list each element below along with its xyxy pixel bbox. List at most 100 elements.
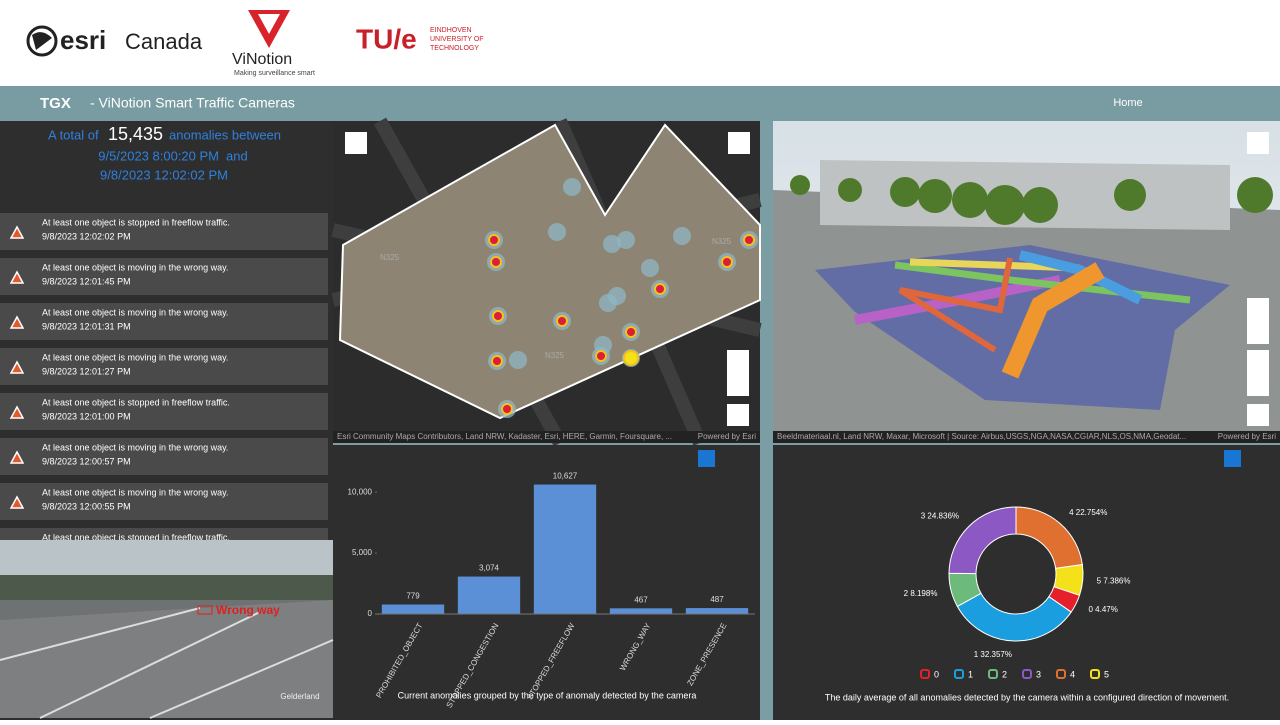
camera-alert: Wrong way [216, 603, 280, 617]
road-label: N325 [380, 253, 400, 262]
event-time: 9/8/2023 12:00:57 PM [42, 456, 131, 466]
warning-icon [9, 270, 25, 284]
warning-icon [9, 225, 25, 239]
event-text: At least one object is stopped in freefl… [42, 532, 230, 542]
zoom-buttons[interactable] [1247, 350, 1269, 396]
app-title: TGX [40, 95, 71, 112]
slice-category: 3 [921, 512, 926, 521]
event-item [0, 483, 328, 520]
heat-halo [673, 227, 691, 245]
event-text: At least one object is moving in the wro… [42, 442, 228, 452]
event-text: At least one object is stopped in freefl… [42, 397, 230, 407]
heat-halo [603, 235, 621, 253]
heat-halo [563, 178, 581, 196]
slice-value: 8.198% [910, 589, 937, 598]
y-tick-label: 5,000 [352, 548, 373, 557]
heat-halo [617, 231, 635, 249]
fullscreen-button[interactable] [728, 132, 750, 154]
camera-box [197, 605, 213, 615]
attribution: Esri Community Maps Contributors, Land N… [337, 432, 672, 441]
vinotion-mark [258, 14, 280, 34]
home-button[interactable] [1247, 404, 1269, 426]
value-label: 3,074 [479, 564, 500, 573]
filter-button[interactable] [698, 450, 715, 467]
logo-text: EINDHOVEN [430, 27, 472, 34]
legend-swatch [1090, 669, 1100, 679]
slice-value: 22.754% [1076, 508, 1108, 517]
heat-core [491, 355, 503, 367]
slice-category: 0 [1088, 605, 1093, 614]
slice-label: 1 32.357% [974, 650, 1012, 659]
legend-swatch [954, 669, 964, 679]
heat-core [721, 256, 733, 268]
legend-swatch [920, 669, 930, 679]
slice-label: 2 8.198% [904, 589, 938, 598]
logo-text: TECHNOLOGY [430, 45, 479, 52]
logo-text: UNIVERSITY OF [430, 36, 484, 43]
heat-core [492, 310, 504, 322]
event-text: At least one object is moving in the wro… [42, 307, 228, 317]
legend-swatch [1022, 669, 1032, 679]
summary: A total of [48, 127, 99, 142]
attribution-bar [333, 431, 760, 443]
donut-panel [773, 445, 1280, 720]
bar [533, 484, 597, 614]
chart-caption: The daily average of all anomalies detec… [825, 692, 1229, 702]
scene-building [820, 160, 1230, 230]
legend-swatch [1056, 669, 1066, 679]
camera-watermark: Gelderland [280, 692, 319, 701]
logo-text: TU/e [356, 23, 417, 54]
legend-label: 5 [1104, 669, 1109, 679]
heat-core [623, 350, 639, 366]
warning-icon [9, 450, 25, 464]
home-button[interactable] [727, 404, 749, 426]
heat-core [595, 350, 607, 362]
camera-trees [0, 575, 333, 600]
warning-icon [9, 315, 25, 329]
attribution: Beeldmateriaal.nl, Land NRW, Maxar, Micr… [777, 432, 1186, 441]
bar [457, 576, 521, 614]
event-time: 9/8/2023 12:01:27 PM [42, 366, 131, 376]
event-item [0, 213, 328, 250]
slice-value: 4.47% [1095, 605, 1118, 614]
nav-buttons[interactable] [1247, 298, 1269, 344]
event-item [0, 348, 328, 385]
fullscreen-button[interactable] [1247, 132, 1269, 154]
filter-button[interactable] [1224, 450, 1241, 467]
warning-icon [9, 360, 25, 374]
slice-value: 32.357% [980, 650, 1012, 659]
camera-lane [0, 607, 334, 719]
heat-halo [599, 294, 617, 312]
qr-button[interactable] [345, 132, 367, 154]
bar [609, 608, 673, 614]
event-time: 9/8/2023 12:02:02 PM [42, 231, 131, 241]
logo-text: ViNotion [232, 51, 292, 68]
logo-text: Making surveillance smart [234, 70, 315, 77]
event-text: At least one object is moving in the wro… [42, 262, 228, 272]
event-text: At least one object is stopped in freefl… [42, 217, 230, 227]
slice-category: 2 [904, 589, 909, 598]
legend-label: 3 [1036, 669, 1041, 679]
slice-value: 7.386% [1103, 576, 1130, 585]
nav-bar [0, 86, 1280, 121]
value-label: 10,627 [553, 472, 578, 481]
value-label: 487 [710, 595, 724, 604]
esri-globe-land [32, 32, 52, 50]
event-item [0, 438, 328, 475]
heat-core [488, 234, 500, 246]
logo-text: esri [60, 25, 106, 55]
event-list: At least one object is stopped in freefl… [0, 213, 328, 565]
slice-label: 0 4.47% [1088, 605, 1117, 614]
home-link[interactable]: Home [1113, 97, 1142, 109]
map: N325 N325 N325 Esri Community Maps Contr… [331, 117, 762, 447]
zoom-buttons[interactable] [727, 350, 749, 396]
slice-label: 4 22.754% [1069, 508, 1107, 517]
slice-category: 5 [1097, 576, 1102, 585]
value-label: 467 [634, 595, 648, 604]
donut-slice [1053, 564, 1084, 596]
zone-polygon [338, 123, 761, 420]
legend-label: 0 [934, 669, 939, 679]
warning-icon [9, 495, 25, 509]
heat-halo [548, 223, 566, 241]
esri-globe [26, 25, 58, 57]
